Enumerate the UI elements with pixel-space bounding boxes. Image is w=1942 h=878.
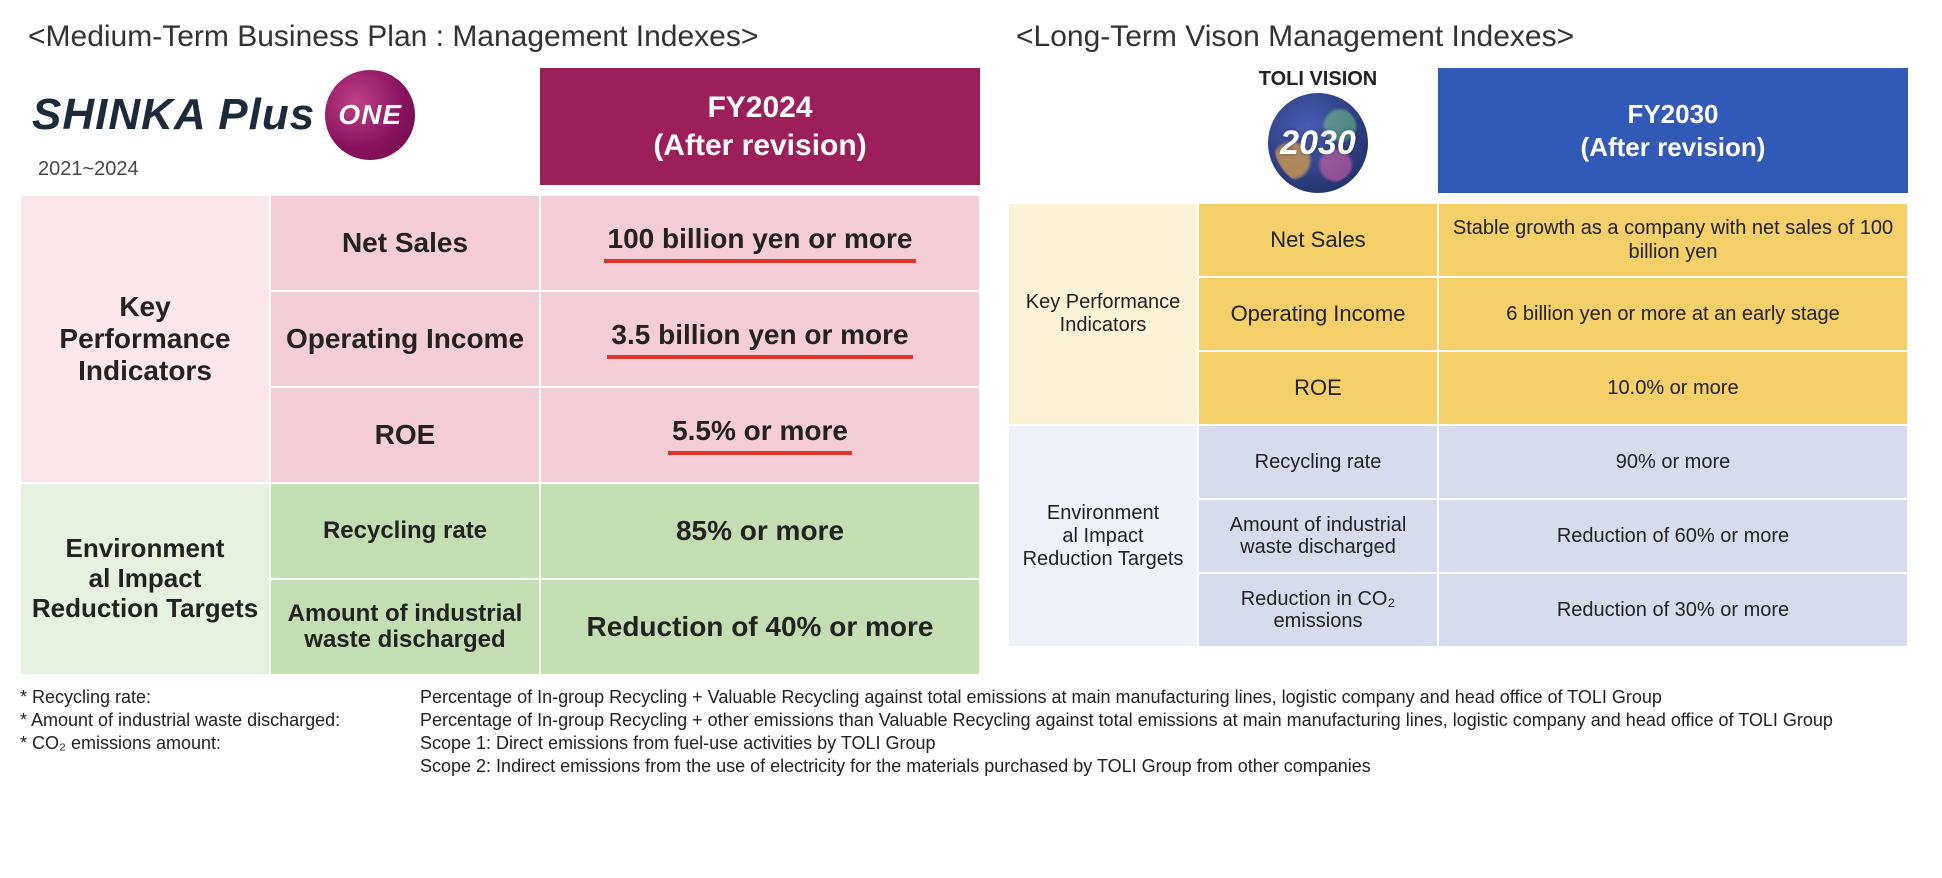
toli-vision-title: TOLI VISION <box>1198 68 1438 91</box>
shinka-logo-range: 2021~2024 <box>38 158 540 181</box>
medium-term-panel: <Medium-Term Business Plan : Management … <box>20 20 980 675</box>
footnotes: * Recycling rate: Percentage of In-group… <box>20 687 1922 777</box>
fy2030-header: FY2030 (After revision) <box>1438 68 1908 193</box>
shinka-logo-text: SHINKA Plus <box>32 90 315 140</box>
layout: <Medium-Term Business Plan : Management … <box>20 20 1922 675</box>
medium-term-table: Key Performance Indicators Net Sales 100… <box>20 195 980 675</box>
shinka-logo: SHINKA Plus ONE 2021~2024 <box>20 68 540 185</box>
vision-2030-badge-icon: 2030 <box>1268 93 1368 193</box>
one-badge-icon: ONE <box>325 70 415 160</box>
kpi-value: 6 billion yen or more at an early stage <box>1438 277 1908 351</box>
kpi-label: Operating Income <box>1198 277 1438 351</box>
kpi-value: 100 billion yen or more <box>540 195 980 291</box>
env-value: Reduction of 60% or more <box>1438 499 1908 573</box>
long-term-header-row: TOLI VISION 2030 FY2030 (After revision) <box>1008 68 1908 193</box>
env-label: Recycling rate <box>1198 425 1438 499</box>
kpi-label: Operating Income <box>270 291 540 387</box>
kpi-category-left: Key Performance Indicators <box>20 195 270 483</box>
env-value: Reduction of 30% or more <box>1438 573 1908 647</box>
footnote-label: * Recycling rate: <box>20 687 420 708</box>
kpi-value: Stable growth as a company with net sale… <box>1438 203 1908 277</box>
long-term-table: Key Performance Indicators Net Sales Sta… <box>1008 203 1908 647</box>
env-label: Reduction in CO₂ emissions <box>1198 573 1438 647</box>
footnote-text: Scope 2: Indirect emissions from the use… <box>420 756 1922 777</box>
env-label: Recycling rate <box>270 483 540 579</box>
kpi-label: Net Sales <box>270 195 540 291</box>
env-value: 85% or more <box>540 483 980 579</box>
medium-term-title: <Medium-Term Business Plan : Management … <box>28 20 980 54</box>
kpi-category-right: Key Performance Indicators <box>1008 203 1198 425</box>
footnote-label: * CO₂ emissions amount: <box>20 733 420 754</box>
kpi-label: Net Sales <box>1198 203 1438 277</box>
env-category-left: Environment al Impact Reduction Targets <box>20 483 270 675</box>
footnote-text: Scope 1: Direct emissions from fuel-use … <box>420 733 1922 754</box>
kpi-label: ROE <box>270 387 540 483</box>
fy2024-header: FY2024 (After revision) <box>540 68 980 185</box>
long-term-title: <Long-Term Vison Management Indexes> <box>1016 20 1908 54</box>
env-value: 90% or more <box>1438 425 1908 499</box>
kpi-value: 10.0% or more <box>1438 351 1908 425</box>
footnote-text: Percentage of In-group Recycling + Valua… <box>420 687 1922 708</box>
env-label: Amount of industrial waste discharged <box>1198 499 1438 573</box>
kpi-value: 5.5% or more <box>540 387 980 483</box>
kpi-value: 3.5 billion yen or more <box>540 291 980 387</box>
footnote-label: * Amount of industrial waste discharged: <box>20 710 420 731</box>
env-category-right: Environment al Impact Reduction Targets <box>1008 425 1198 647</box>
toli-vision-logo: TOLI VISION 2030 <box>1198 68 1438 193</box>
long-term-panel: <Long-Term Vison Management Indexes> TOL… <box>1008 20 1908 647</box>
env-label: Amount of industrial waste discharged <box>270 579 540 675</box>
medium-term-header-row: SHINKA Plus ONE 2021~2024 FY2024 (After … <box>20 68 980 185</box>
kpi-label: ROE <box>1198 351 1438 425</box>
env-value: Reduction of 40% or more <box>540 579 980 675</box>
footnote-label <box>20 756 420 777</box>
footnote-text: Percentage of In-group Recycling + other… <box>420 710 1922 731</box>
